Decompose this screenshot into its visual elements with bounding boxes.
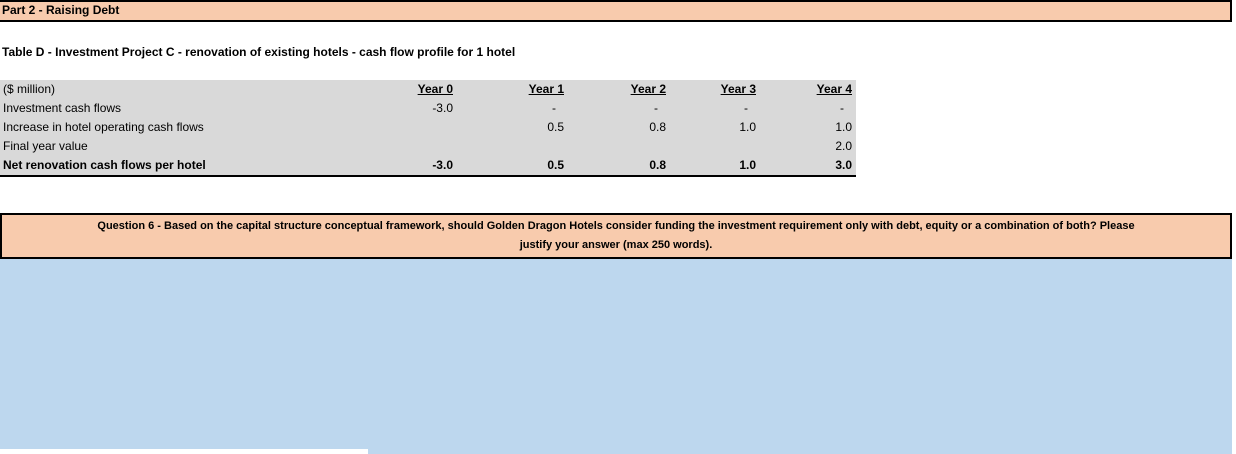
cell-value: - xyxy=(552,101,556,115)
cell-value xyxy=(670,137,760,156)
cell-value: - xyxy=(744,101,748,115)
cell-value: 0.5 xyxy=(547,158,564,172)
row-label: Investment cash flows xyxy=(3,101,122,115)
column-header-year2: Year 2 xyxy=(630,82,666,96)
column-header-year0: Year 0 xyxy=(417,82,453,96)
question-box: Question 6 - Based on the capital struct… xyxy=(0,213,1232,259)
column-header-year1: Year 1 xyxy=(528,82,564,96)
cell-value: 3.0 xyxy=(835,158,852,172)
cell-value: - xyxy=(840,101,844,115)
answer-area-bottom-extension[interactable] xyxy=(368,449,1232,454)
table-title: Table D - Investment Project C - renovat… xyxy=(2,45,516,59)
table-header-row: ($ million) Year 0 Year 1 Year 2 Year 3 … xyxy=(0,80,856,99)
cell-value xyxy=(371,137,457,156)
column-header-year3: Year 3 xyxy=(720,82,756,96)
section-header-bar: Part 2 - Raising Debt xyxy=(0,0,1232,22)
table-row-operating-cash-flows: Increase in hotel operating cash flows 0… xyxy=(0,118,856,137)
cell-value: -3.0 xyxy=(432,158,453,172)
cell-value: 1.0 xyxy=(739,158,756,172)
cell-value: 2.0 xyxy=(835,139,852,153)
question-text-line1: Question 6 - Based on the capital struct… xyxy=(97,220,1135,232)
cell-value: 0.8 xyxy=(649,120,666,134)
row-label: Increase in hotel operating cash flows xyxy=(3,120,204,134)
section-title: Part 2 - Raising Debt xyxy=(2,3,120,17)
cell-value: 1.0 xyxy=(835,120,852,134)
row-label: Final year value xyxy=(3,139,88,153)
unit-label: ($ million) xyxy=(3,82,56,96)
cell-value: 0.5 xyxy=(547,120,564,134)
cell-value xyxy=(457,137,568,156)
table-row-net-cash-flows: Net renovation cash flows per hotel -3.0… xyxy=(0,156,856,175)
cell-value xyxy=(568,137,670,156)
table-row-investment-cash-flows: Investment cash flows -3.0 - - - - xyxy=(0,99,856,118)
cell-value: 1.0 xyxy=(739,120,756,134)
cell-value xyxy=(371,118,457,137)
row-label: Net renovation cash flows per hotel xyxy=(3,158,206,172)
question-text-line2: justify your answer (max 250 words). xyxy=(519,239,713,251)
cashflow-table: ($ million) Year 0 Year 1 Year 2 Year 3 … xyxy=(0,80,856,177)
cell-value: - xyxy=(654,101,658,115)
cell-value: 0.8 xyxy=(649,158,666,172)
answer-input-area[interactable] xyxy=(0,259,1232,449)
column-header-year4: Year 4 xyxy=(816,82,852,96)
table-row-final-year-value: Final year value 2.0 xyxy=(0,137,856,156)
cell-value: -3.0 xyxy=(432,101,453,115)
